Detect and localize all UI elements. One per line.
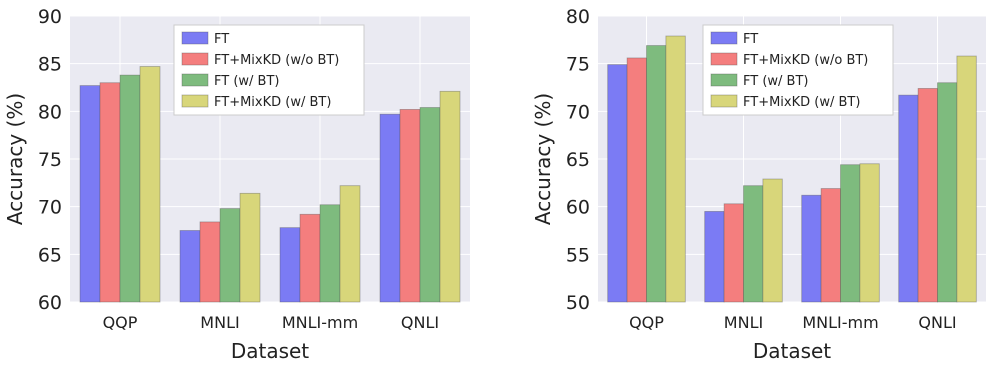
y-axis-label: Accuracy (%): [3, 93, 27, 225]
bar-qnli-series-1: [898, 94, 919, 303]
legend-label-2: FT+MixKD (w/o BT): [743, 53, 868, 68]
legend-swatch-3: [181, 73, 209, 87]
legend-label-4: FT+MixKD (w/ BT): [743, 95, 860, 110]
bar-mnli-series-3: [219, 208, 241, 303]
y-tick-label: 60: [38, 292, 62, 314]
y-tick-label: 80: [566, 6, 590, 28]
y-tick-label: 65: [566, 149, 590, 171]
y-tick-label: 55: [566, 244, 590, 266]
bar-qnli-series-4: [956, 55, 977, 303]
y-tick-label: 65: [38, 244, 62, 266]
legend-label-1: FT: [214, 32, 229, 47]
bar-mnli-mm-series-4: [859, 163, 880, 303]
bar-qqp-series-2: [626, 57, 647, 303]
legend-swatch-3: [710, 73, 738, 87]
y-tick-label: 80: [38, 101, 62, 123]
x-tick-label: QNLI: [401, 313, 439, 332]
y-tick-label: 70: [566, 101, 590, 123]
bar-mnli-series-3: [743, 185, 764, 303]
y-tick-label: 75: [566, 54, 590, 76]
bar-mnli-series-2: [723, 203, 744, 303]
bar-qnli-series-2: [399, 109, 421, 303]
x-tick-label: MNLI: [200, 313, 239, 332]
legend-label-3: FT (w/ BT): [743, 74, 808, 89]
bar-qqp-series-4: [139, 66, 161, 303]
chart-panel-1: 60 65 70 75 80 85 90 QQP MNLI MNLI-mm QNLI Dataset A…: [3, 6, 470, 363]
legend-swatch-2: [181, 52, 209, 66]
chart-panel-2: 50 55 60 65 70 75 80 QQP MNLI MNLI-mm QNLI Dataset A…: [531, 6, 986, 363]
x-axis-label: Dataset: [753, 339, 831, 362]
bar-qqp-series-1: [607, 64, 628, 303]
y-axis-label: Accuracy (%): [531, 93, 555, 225]
legend-label-4: FT+MixKD (w/ BT): [214, 95, 331, 110]
y-tick-label: 75: [38, 149, 62, 171]
y-tick-label: 90: [38, 6, 62, 28]
legend-swatch-4: [181, 94, 209, 108]
bar-qqp-series-3: [119, 74, 141, 303]
legend-label-2: FT+MixKD (w/o BT): [214, 53, 339, 68]
legend-label-1: FT: [743, 32, 758, 47]
legend-swatch-1: [710, 31, 738, 45]
legend-swatch-2: [710, 52, 738, 66]
bar-qqp-series-4: [665, 35, 686, 303]
bar-qqp-series-1: [79, 85, 101, 303]
x-tick-label: MNLI-mm: [282, 313, 358, 332]
y-tick-label: 85: [38, 54, 62, 76]
x-tick-label: MNLI-mm: [802, 313, 878, 332]
x-tick-label: QNLI: [918, 313, 956, 332]
x-tick-label: QQP: [103, 313, 138, 332]
bar-mnli-mm-series-2: [820, 188, 841, 303]
bar-qnli-series-3: [419, 107, 441, 303]
bar-mnli-series-4: [239, 192, 261, 303]
bar-mnli-series-1: [179, 230, 201, 303]
bar-qnli-series-3: [937, 82, 958, 303]
legend: FT FT+MixKD (w/o BT) FT (w/ BT) FT+MixKD (w…: [702, 24, 894, 116]
bar-qnli-series-1: [379, 113, 401, 303]
legend-swatch-4: [710, 94, 738, 108]
bar-qqp-series-3: [646, 45, 667, 303]
y-tick-label: 60: [566, 197, 590, 219]
legend-swatch-1: [181, 31, 209, 45]
bar-mnli-mm-series-1: [801, 194, 822, 303]
y-tick-label: 50: [566, 292, 590, 314]
bar-mnli-mm-series-3: [319, 204, 341, 303]
y-tick-label: 70: [38, 197, 62, 219]
bar-qnli-series-4: [439, 90, 461, 303]
bar-mnli-series-1: [704, 211, 725, 303]
legend: FT FT+MixKD (w/o BT) FT (w/ BT) FT+MixKD (w…: [173, 24, 365, 116]
x-tick-label: QQP: [629, 313, 664, 332]
bar-qqp-series-2: [99, 82, 121, 303]
bar-mnli-mm-series-4: [339, 185, 361, 303]
x-axis-label: Dataset: [231, 339, 309, 362]
bar-mnli-mm-series-3: [840, 164, 861, 303]
bar-mnli-series-2: [199, 221, 221, 303]
bar-qnli-series-2: [917, 88, 938, 303]
bar-mnli-series-4: [762, 178, 783, 303]
bar-mnli-mm-series-1: [279, 227, 301, 303]
legend-label-3: FT (w/ BT): [214, 74, 279, 89]
x-tick-label: MNLI: [724, 313, 763, 332]
bar-mnli-mm-series-2: [299, 213, 321, 303]
